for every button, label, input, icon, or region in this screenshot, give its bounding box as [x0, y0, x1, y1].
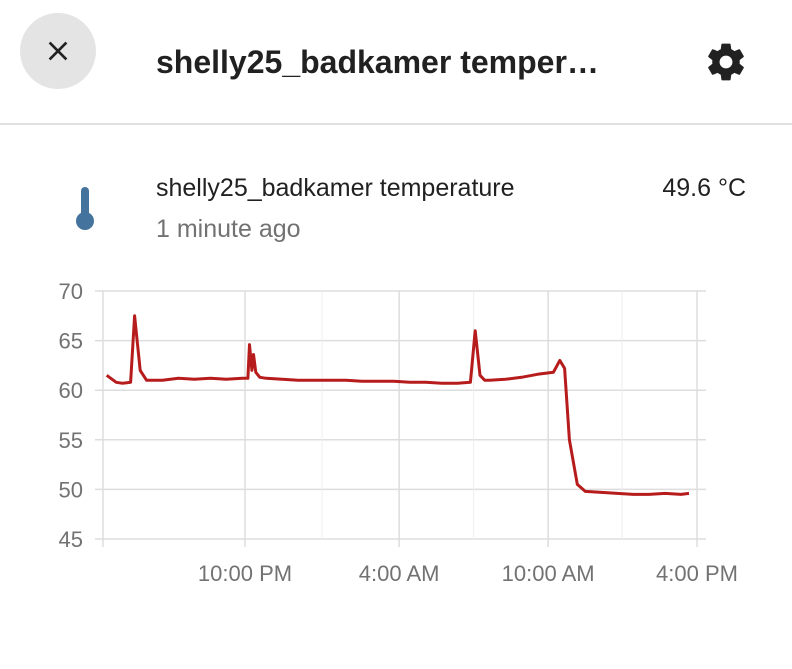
y-tick-label: 65: [59, 329, 83, 354]
thermometer-icon: [76, 187, 94, 230]
x-tick-label: 4:00 PM: [656, 561, 738, 586]
x-tick-label: 10:00 PM: [198, 561, 292, 586]
entity-name: shelly25_badkamer temperature: [156, 174, 515, 202]
series-line: [105, 314, 690, 496]
settings-button[interactable]: [700, 36, 752, 88]
close-icon: [48, 41, 68, 61]
y-tick-label: 50: [59, 477, 83, 502]
gear-icon: [708, 43, 744, 81]
x-tick-label: 10:00 AM: [502, 561, 595, 586]
dialog-header: shelly25_badkamer temper…: [0, 0, 792, 125]
chart-svg: 70 65 60 55 50 45 10:00 PM 4:00 AM 10:00 AM 4:00 …: [59, 279, 738, 586]
y-tick-label: 70: [59, 279, 83, 304]
entity-state: 49.6 °C: [662, 174, 746, 202]
y-tick-label: 55: [59, 428, 83, 453]
entity-row: shelly25_badkamer temperature 1 minute a…: [0, 160, 792, 250]
last-changed: 1 minute ago: [156, 215, 301, 243]
history-chart[interactable]: 70 65 60 55 50 45 10:00 PM 4:00 AM 10:00 AM 4:00 …: [0, 270, 792, 600]
y-tick-label: 60: [59, 378, 83, 403]
y-tick-label: 45: [59, 527, 83, 552]
dialog-title: shelly25_badkamer temper…: [156, 44, 599, 80]
close-button[interactable]: [20, 13, 96, 89]
x-tick-label: 4:00 AM: [359, 561, 440, 586]
